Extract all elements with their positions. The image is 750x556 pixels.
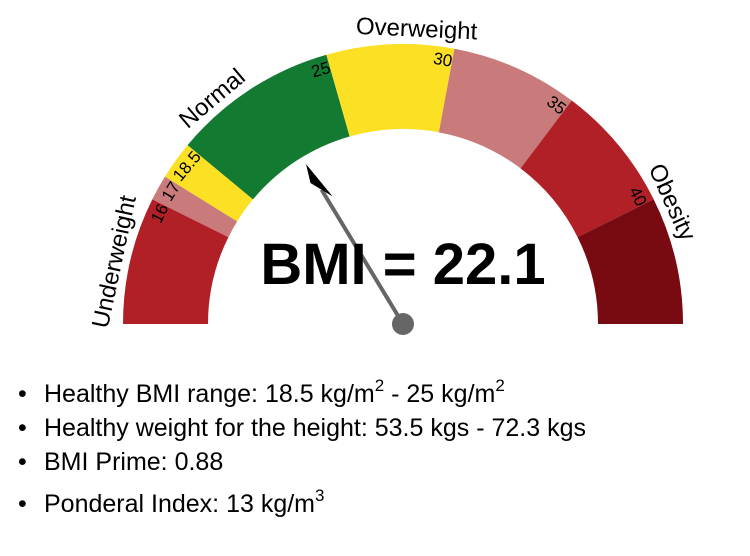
gauge-tick-label: 25 bbox=[309, 58, 332, 81]
bullet: • bbox=[18, 380, 27, 408]
gauge-segment-1 bbox=[152, 176, 238, 238]
needle-arrow-head bbox=[306, 164, 333, 197]
gauge-segment-5 bbox=[438, 48, 572, 169]
gauge-segment-4 bbox=[326, 44, 455, 137]
needle-shaft bbox=[319, 188, 405, 326]
gauge-segment-2 bbox=[164, 145, 253, 222]
bullet: • bbox=[18, 414, 27, 442]
gauge-segment-3 bbox=[187, 54, 350, 200]
bullet: • bbox=[18, 448, 27, 476]
gauge-segments bbox=[123, 44, 683, 324]
gauge-category-label: Overweight bbox=[355, 13, 478, 46]
gauge-segment-0 bbox=[123, 199, 229, 324]
healthy-weight: • Healthy weight for the height: 53.5 kg… bbox=[18, 411, 586, 445]
needle-pivot bbox=[392, 313, 414, 335]
bmi-results-list: • Healthy BMI range: 18.5 kg/m2 - 25 kg/… bbox=[18, 377, 586, 521]
gauge-tick-label: 30 bbox=[432, 49, 454, 71]
gauge-needle bbox=[306, 164, 414, 335]
healthy-bmi-range: • Healthy BMI range: 18.5 kg/m2 - 25 kg/… bbox=[18, 377, 586, 411]
gauge-segment-7 bbox=[577, 199, 683, 324]
gauge-segment-6 bbox=[520, 100, 654, 238]
bullet: • bbox=[18, 490, 27, 518]
bmi-prime: • BMI Prime: 0.88 bbox=[18, 445, 586, 479]
ponderal-index: • Ponderal Index: 13 kg/m3 bbox=[18, 487, 586, 521]
bmi-result-text: BMI = 22.1 bbox=[260, 232, 545, 297]
